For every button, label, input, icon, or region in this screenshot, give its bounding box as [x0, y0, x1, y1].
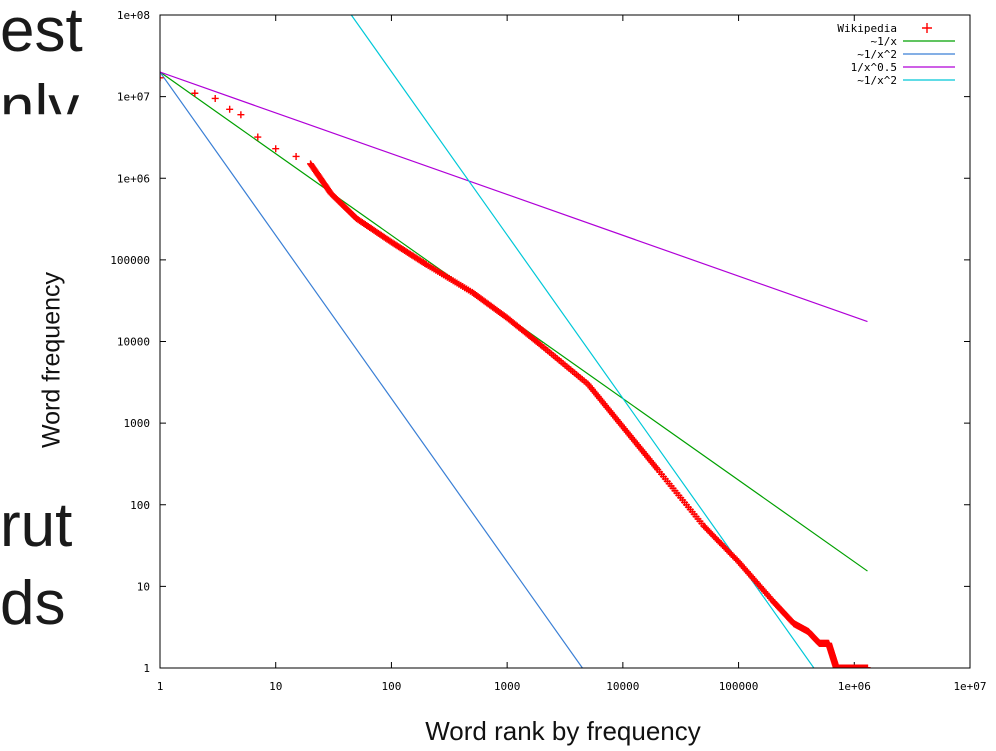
data-point [226, 105, 234, 113]
data-point [841, 664, 849, 668]
data-point [850, 664, 858, 668]
chart-plot: 1 10 100 1000 10000 100000 1e+06 1e+07 1 10 100 100… [94, 0, 996, 700]
data-point [254, 133, 262, 141]
data-point [844, 664, 852, 668]
series-line-3 [160, 71, 868, 323]
x-tick-label: 1e+06 [838, 680, 871, 693]
data-point [838, 664, 846, 668]
data-point [292, 152, 300, 160]
x-tick-label: 1 [157, 680, 164, 693]
data-point [832, 664, 840, 668]
y-tick-label: 1e+08 [117, 9, 150, 22]
y-tick-label: 100000 [110, 254, 150, 267]
plot-frame [159, 14, 971, 669]
plot-background [94, 0, 996, 700]
data-point [835, 664, 843, 668]
data-point [837, 664, 845, 668]
legend-label: Wikipedia [837, 22, 897, 35]
data-point [191, 89, 199, 97]
data-point [160, 74, 164, 82]
series-line-4 [350, 15, 815, 668]
y-tick-label: 1e+07 [117, 91, 150, 104]
data-point [211, 94, 219, 102]
data-point [839, 664, 847, 668]
data-point [237, 111, 245, 119]
data-point [841, 664, 849, 668]
data-point [838, 664, 846, 668]
data-point [843, 664, 851, 668]
data-point [845, 664, 853, 668]
legend-label: ~1/x [871, 35, 898, 48]
series-line-2 [160, 71, 583, 668]
data-point [834, 664, 842, 668]
x-tick-label: 100000 [719, 680, 759, 693]
legend-label: 1/x^0.5 [851, 61, 897, 74]
data-point [849, 664, 857, 668]
legend-label: ~1/x^2 [857, 48, 897, 61]
slide-fragment-3: rut [0, 491, 73, 560]
y-tick-label: 1 [143, 662, 150, 675]
x-tick-label: 1000 [494, 680, 521, 693]
x-axis-label: Word rank by frequency [425, 716, 701, 746]
data-point [863, 664, 871, 668]
data-point [846, 664, 854, 668]
y-tick-label: 10 [137, 580, 150, 593]
data-point [844, 664, 852, 668]
data-point [848, 664, 856, 668]
slide-fragment-2: nly [0, 73, 80, 142]
y-tick-label: 1e+06 [117, 172, 150, 185]
y-tick-label: 1000 [124, 417, 151, 430]
data-point [272, 145, 280, 153]
data-point [842, 664, 850, 668]
data-point [840, 664, 848, 668]
slide-fragment-1: est [0, 0, 83, 65]
y-tick-label: 100 [130, 499, 150, 512]
data-point [847, 664, 855, 668]
legend-marker [922, 23, 932, 33]
x-tick-label: 10 [269, 680, 282, 693]
x-tick-label: 1e+07 [953, 680, 986, 693]
legend-label: ~1/x^2 [857, 74, 897, 87]
data-point [847, 664, 855, 668]
x-tick-label: 100 [381, 680, 401, 693]
legend: Wikipedia~1/x~1/x^21/x^0.5~1/x^2 [837, 22, 955, 87]
data-point [833, 664, 841, 668]
y-tick-label: 10000 [117, 336, 150, 349]
slide-fragment-4: ds [0, 569, 66, 638]
x-tick-label: 10000 [606, 680, 639, 693]
y-axis-label: Word frequency [37, 271, 66, 449]
data-point [836, 664, 844, 668]
data-point [835, 664, 843, 668]
